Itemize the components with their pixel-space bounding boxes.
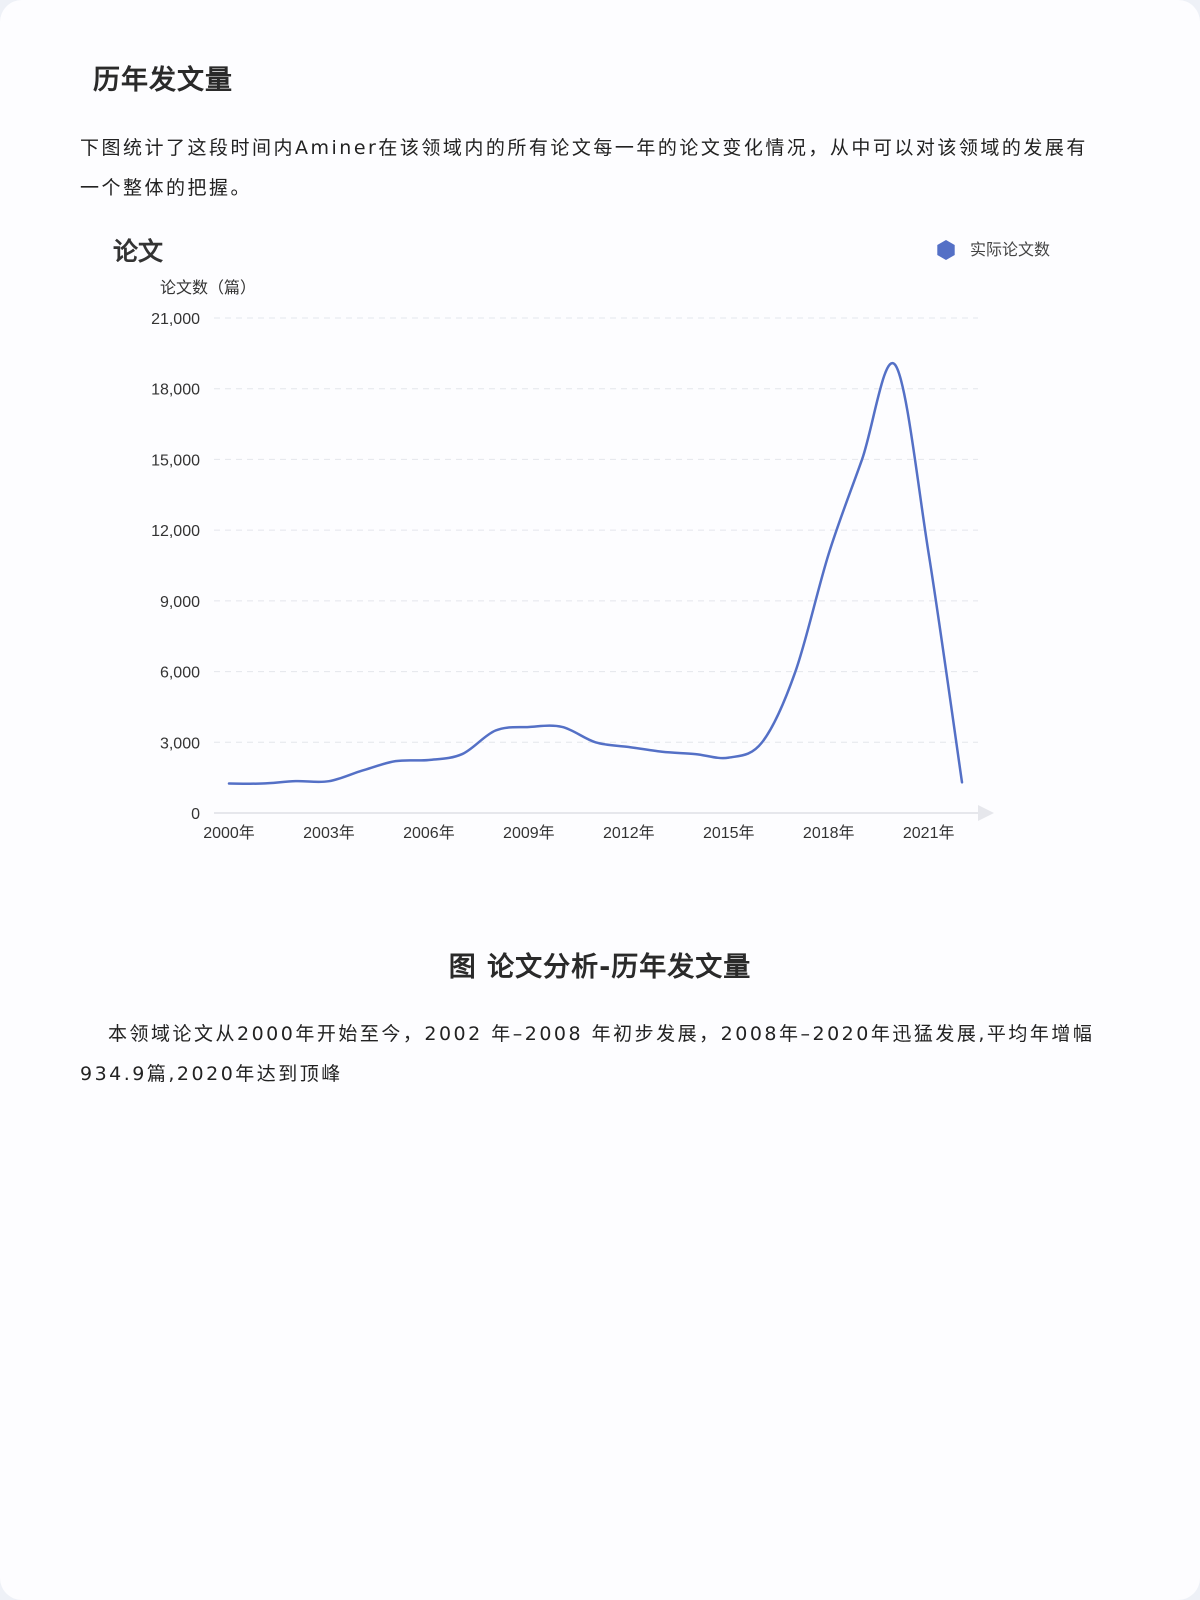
y-tick-label: 3,000 [160, 735, 200, 752]
section-title: 历年发文量 [93, 65, 233, 96]
papers-line-chart: 论文 论文数（篇） 实际论文数 0 3,000 6,000 9,000 12,000 15… [113, 237, 1050, 842]
y-tick-labels: 0 3,000 6,000 9,000 12,000 15,000 18,000 21,000 [151, 311, 200, 823]
summary-paragraph: 本领域论文从2000年开始至今，2002 年–2008 年初步发展，2008年–… [80, 1023, 1095, 1085]
legend-label: 实际论文数 [970, 241, 1050, 259]
y-axis-label: 论文数（篇） [160, 279, 256, 297]
x-tick-label: 2009年 [503, 824, 555, 842]
axes [214, 805, 994, 821]
y-tick-label: 12,000 [151, 523, 200, 540]
chart-title: 论文 [113, 237, 164, 266]
y-tick-label: 15,000 [151, 452, 200, 469]
y-tick-label: 18,000 [151, 382, 200, 399]
x-tick-labels: 2000年 2003年 2006年 2009年 2012年 2015年 2018年 2021年 [203, 824, 954, 842]
y-tick-label: 6,000 [160, 665, 200, 682]
x-tick-label: 2021年 [903, 824, 955, 842]
figure-caption: 图 论文分析-历年发文量 [448, 952, 752, 983]
y-tick-label: 0 [191, 806, 200, 823]
x-tick-label: 2015年 [703, 824, 755, 842]
y-tick-label: 9,000 [160, 594, 200, 611]
x-tick-label: 2003年 [303, 824, 355, 842]
x-tick-label: 2012年 [603, 824, 655, 842]
x-axis-arrow-icon [978, 805, 994, 821]
series-layer [227, 361, 964, 785]
intro-paragraph: 下图统计了这段时间内Aminer在该领域内的所有论文每一年的论文变化情况，从中可… [80, 137, 1088, 199]
x-tick-label: 2006年 [403, 824, 455, 842]
y-tick-label: 21,000 [151, 311, 200, 328]
x-tick-label: 2018年 [803, 824, 855, 842]
grid-lines [214, 317, 978, 743]
legend[interactable]: 实际论文数 [937, 240, 1050, 260]
series-line [227, 361, 964, 785]
legend-marker-icon [937, 240, 955, 260]
x-tick-label: 2000年 [203, 824, 255, 842]
